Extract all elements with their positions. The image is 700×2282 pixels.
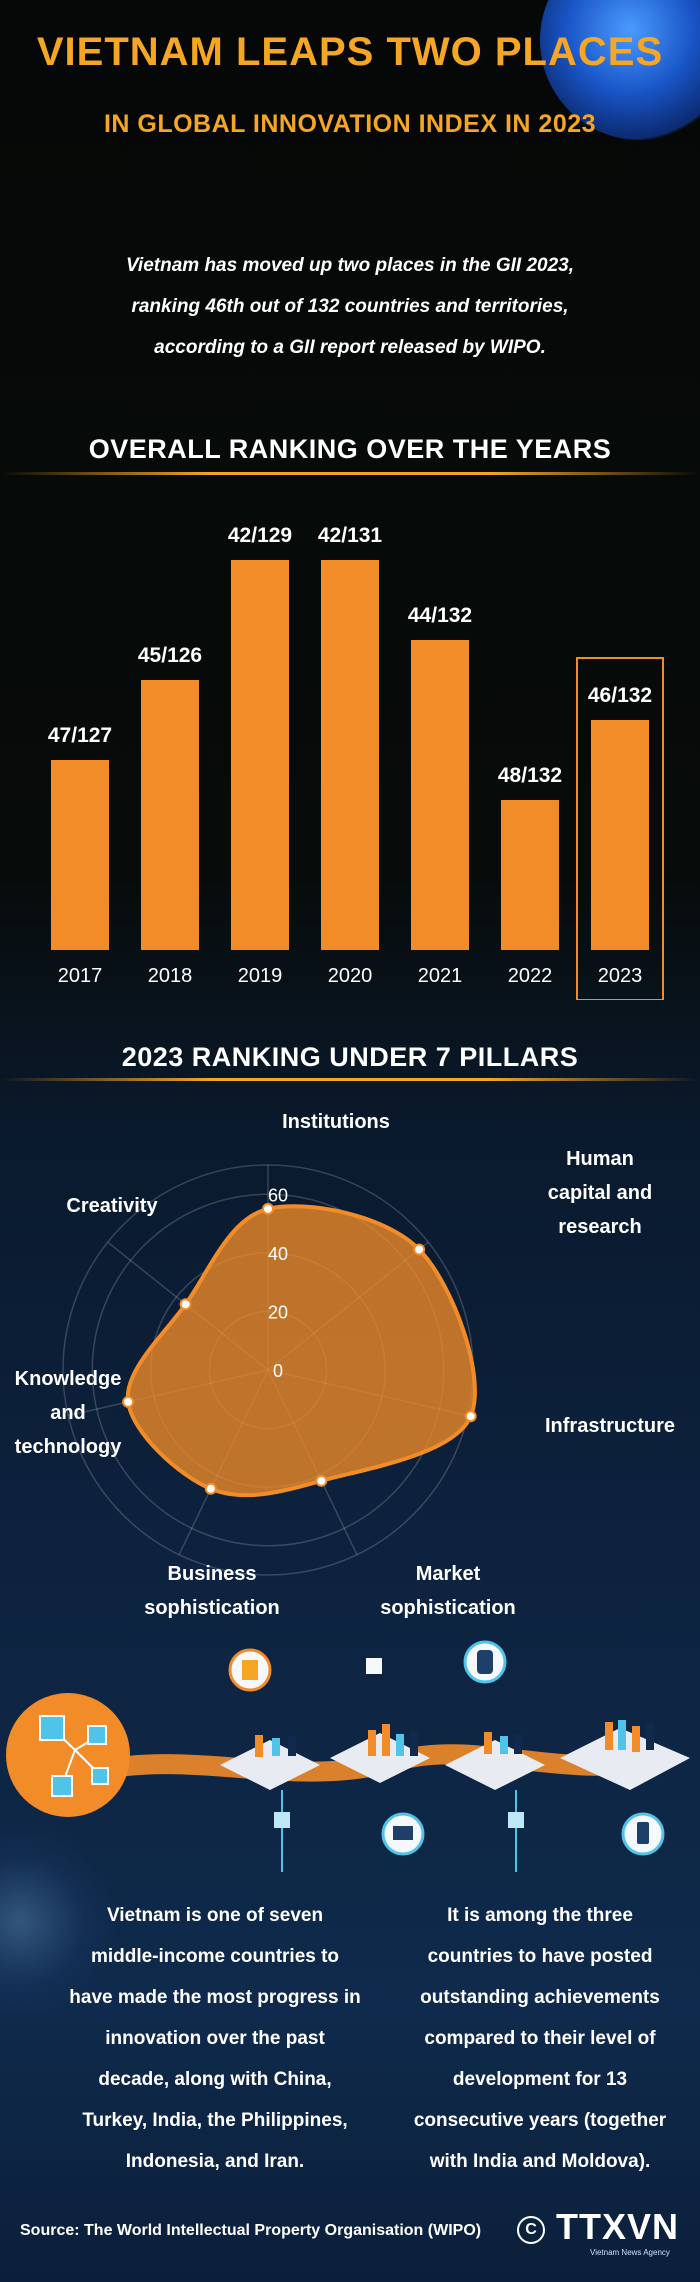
x-tick-label: 2020 xyxy=(328,965,373,987)
axis-label: Market sophistication xyxy=(380,1563,516,1619)
text-line: Turkey, India, the Philippines, xyxy=(82,2110,348,2131)
text-line: innovation over the past xyxy=(105,2028,325,2049)
bar-2017 xyxy=(51,760,109,950)
x-tick-label: 2017 xyxy=(58,965,103,987)
bar-2022 xyxy=(501,800,559,950)
network-icon xyxy=(6,1693,130,1817)
radial-tick-label: 60 xyxy=(268,1185,288,1205)
bar-2023 xyxy=(591,720,649,950)
main-title: VIETNAM LEAPS TWO PLACES xyxy=(36,30,664,74)
x-tick-label: 2021 xyxy=(418,965,463,987)
x-tick-label: 2019 xyxy=(238,965,283,987)
main-subtitle: IN GLOBAL INNOVATION INDEX IN 2023 xyxy=(103,110,597,138)
x-tick-label: 2022 xyxy=(508,965,553,987)
cube-icon xyxy=(274,1812,290,1828)
pillars-radar-chart: 0 20 40 60 Institutions Human capital and resea… xyxy=(15,1111,675,1619)
bottom-right-text: It is among the three countries to have … xyxy=(395,1895,685,2182)
text-line: It is among the three xyxy=(447,1905,633,1926)
radial-tick-label: 20 xyxy=(268,1302,288,1322)
copyright-icon: C xyxy=(517,2216,545,2244)
bar-data-label: 47/127 xyxy=(48,724,112,747)
ranking-bar-chart: 47/127 2017 45/126 2018 42/129 2019 42/131 2020… xyxy=(48,524,664,1000)
radar-chart-title: 2023 RANKING UNDER 7 PILLARS xyxy=(121,1042,579,1072)
bar-data-label: 48/132 xyxy=(498,764,562,787)
ttxvn-logo: TTXVN xyxy=(556,2206,680,2247)
axis-label: Creativity xyxy=(66,1195,158,1217)
radar-point xyxy=(262,1202,274,1215)
bar-2019 xyxy=(231,560,289,950)
text-line: countries to have posted xyxy=(427,1946,653,1967)
intro-text: Vietnam has moved up two places in the G… xyxy=(90,245,610,368)
bar-data-label: 44/132 xyxy=(408,604,472,627)
intro-line: ranking 46th out of 132 countries and te… xyxy=(131,296,569,317)
bar-2018 xyxy=(141,680,199,950)
innovation-illustration xyxy=(6,1640,690,1872)
radar-point xyxy=(464,1410,477,1423)
logo-subtitle: Vietnam News Agency xyxy=(590,2248,670,2257)
radial-tick-label: 0 xyxy=(273,1361,283,1381)
text-line: consecutive years (together xyxy=(413,2110,667,2131)
text-line: Indonesia, and Iran. xyxy=(125,2151,305,2172)
axis-label: Business sophistication xyxy=(144,1563,280,1619)
bar-2021 xyxy=(411,640,469,950)
radar-point xyxy=(122,1395,135,1408)
text-line: with India and Moldova). xyxy=(429,2151,651,2172)
axis-label: Human capital and research xyxy=(548,1148,652,1238)
intro-line: according to a GII report released by WI… xyxy=(154,337,546,358)
radar-point xyxy=(315,1474,328,1487)
highlight-frame xyxy=(576,657,664,1000)
bottom-left-text: Vietnam is one of seven middle-income co… xyxy=(50,1895,380,2182)
divider xyxy=(0,1078,700,1081)
text-line: have made the most progress in xyxy=(69,1987,361,2008)
bar-data-label: 45/126 xyxy=(138,644,202,667)
divider xyxy=(0,472,700,475)
intro-line: Vietnam has moved up two places in the G… xyxy=(125,255,575,276)
text-line: middle-income countries to xyxy=(90,1946,340,1967)
x-tick-label: 2023 xyxy=(598,965,643,987)
radial-tick-label: 40 xyxy=(268,1244,288,1264)
bar-data-label: 42/129 xyxy=(228,524,292,547)
source-text: Source: The World Intellectual Property … xyxy=(20,2222,482,2239)
text-line: development for 13 xyxy=(452,2069,628,2090)
radar-point xyxy=(413,1243,426,1256)
text-line: Vietnam is one of seven xyxy=(106,1905,324,1926)
bar-chart-title: OVERALL RANKING OVER THE YEARS xyxy=(88,434,612,464)
radar-point xyxy=(179,1298,192,1311)
text-line: outstanding achievements xyxy=(420,1987,660,2008)
cube-icon xyxy=(366,1658,382,1674)
radar-area xyxy=(125,1204,477,1498)
bar-data-label: 46/132 xyxy=(588,684,652,707)
axis-label: Knowledge and technology xyxy=(15,1368,123,1458)
axis-label: Institutions xyxy=(282,1111,390,1133)
text-line: compared to their level of xyxy=(424,2028,656,2049)
axis-label: Infrastructure xyxy=(545,1415,675,1437)
radar-point xyxy=(204,1482,217,1495)
x-tick-label: 2018 xyxy=(148,965,193,987)
text-line: decade, along with China, xyxy=(98,2069,332,2090)
bar-2020 xyxy=(321,560,379,950)
cube-icon xyxy=(508,1812,524,1828)
bar-data-label: 42/131 xyxy=(318,524,383,547)
